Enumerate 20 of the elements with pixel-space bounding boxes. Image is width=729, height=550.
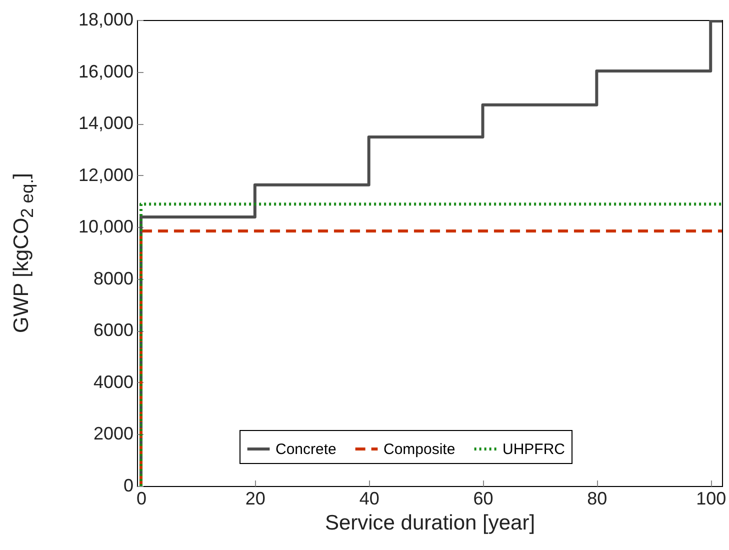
y-tick-label: 6000: [93, 320, 134, 340]
y-tick-label: 10,000: [78, 216, 134, 237]
x-tick-label: 60: [473, 488, 494, 508]
x-tick-label: 80: [587, 488, 608, 508]
x-tick-label: 40: [359, 488, 380, 508]
y-tick-label: 8000: [93, 268, 134, 288]
y-tick-label: 18,000: [78, 10, 134, 30]
y-tick-label: 0: [123, 476, 134, 496]
y-tick-label: 2000: [93, 424, 134, 444]
legend-label: Composite: [384, 441, 456, 458]
x-tick-label: 100: [696, 488, 726, 508]
y-tick-label: 16,000: [78, 61, 134, 82]
x-axis-title: Service duration [year]: [324, 512, 536, 534]
x-tick-label: 20: [245, 488, 266, 508]
y-tick-label: 14,000: [78, 113, 134, 134]
legend-label: UHPFRC: [502, 441, 566, 458]
legend-label: Concrete: [276, 441, 336, 458]
x-tick-label: 0: [136, 488, 146, 508]
y-tick-label: 12,000: [78, 164, 134, 185]
y-tick-label: 4000: [93, 372, 134, 392]
